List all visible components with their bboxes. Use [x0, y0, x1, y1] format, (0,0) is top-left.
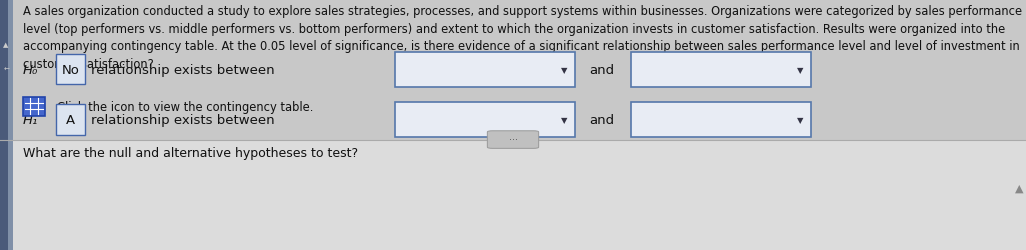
Text: relationship exists between: relationship exists between	[91, 114, 275, 126]
Bar	[0, 140, 1026, 250]
Text: ▼: ▼	[561, 66, 567, 74]
FancyBboxPatch shape	[631, 52, 811, 88]
Text: A: A	[67, 114, 75, 126]
Text: ▼: ▼	[797, 116, 803, 124]
FancyBboxPatch shape	[56, 55, 85, 85]
Text: relationship exists between: relationship exists between	[91, 64, 275, 76]
FancyBboxPatch shape	[395, 52, 575, 88]
FancyBboxPatch shape	[56, 105, 85, 135]
Text: H₀: H₀	[23, 64, 38, 76]
FancyBboxPatch shape	[487, 131, 539, 149]
Bar	[0, 0, 1026, 140]
FancyBboxPatch shape	[23, 98, 45, 116]
Text: Click the icon to view the contingency table.: Click the icon to view the contingency t…	[57, 100, 314, 113]
Text: ▲: ▲	[1015, 182, 1023, 192]
Text: ▼: ▼	[797, 66, 803, 74]
Text: What are the null and alternative hypotheses to test?: What are the null and alternative hypoth…	[23, 146, 358, 159]
Text: ···: ···	[509, 135, 517, 145]
Text: ▲: ▲	[3, 42, 9, 48]
Text: ▼: ▼	[561, 116, 567, 124]
Bar	[0, 0, 8, 250]
Bar	[8, 0, 13, 250]
FancyBboxPatch shape	[395, 102, 575, 138]
Text: No: No	[62, 64, 80, 76]
Text: A sales organization conducted a study to explore sales strategies, processes, a: A sales organization conducted a study t…	[23, 5, 1022, 70]
Text: and: and	[589, 114, 614, 126]
Text: and: and	[589, 64, 614, 76]
Text: ←: ←	[3, 67, 9, 73]
FancyBboxPatch shape	[631, 102, 811, 138]
Text: H₁: H₁	[23, 114, 38, 126]
